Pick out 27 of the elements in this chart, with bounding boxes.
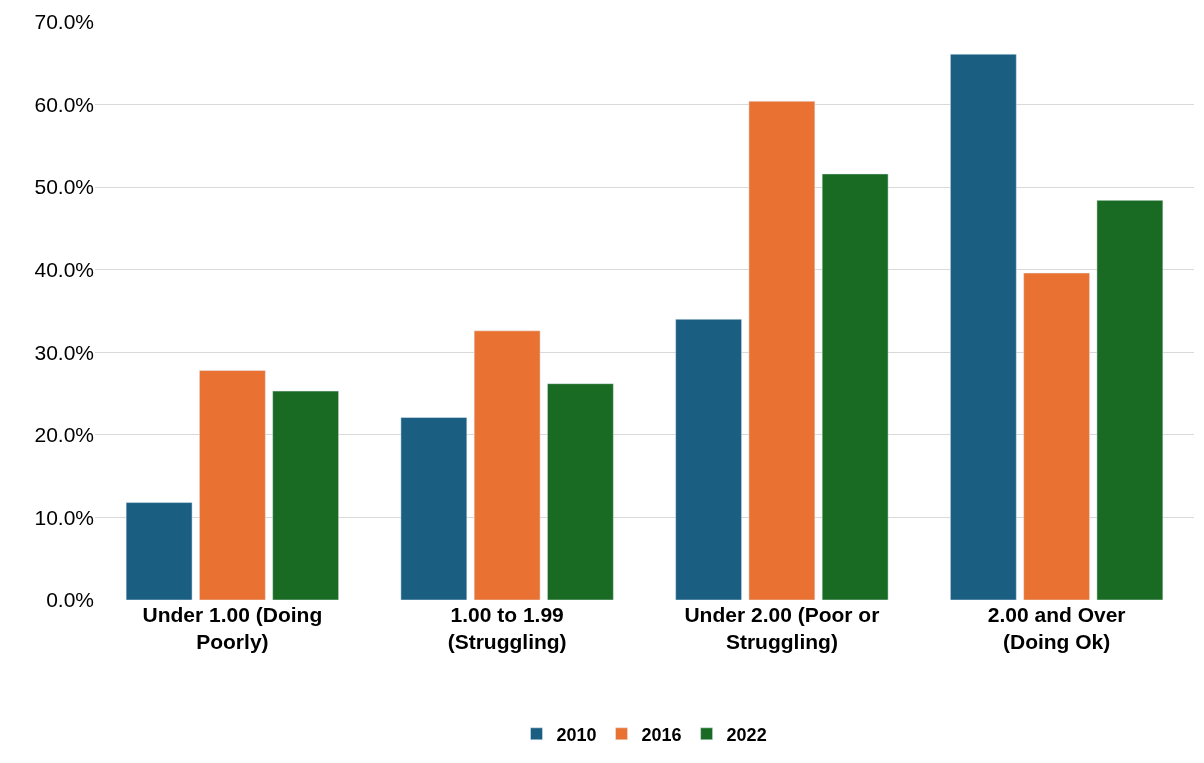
bar — [1096, 200, 1164, 600]
bar — [547, 383, 614, 600]
y-tick-label: 70.0% — [34, 10, 94, 34]
legend-label: 2016 — [641, 724, 682, 745]
y-tick-label: 30.0% — [34, 340, 94, 364]
bar — [821, 173, 889, 600]
y-tick-label: 40.0% — [34, 258, 94, 282]
y-tick-label: 0.0% — [46, 588, 94, 612]
y-tick-label: 60.0% — [34, 92, 94, 116]
x-tick-label: 2.00 and Over (Doing Ok) — [987, 603, 1126, 654]
bar — [675, 319, 742, 600]
bar — [400, 417, 468, 600]
bar — [748, 101, 816, 600]
bar — [950, 53, 1017, 600]
bar — [473, 330, 541, 600]
legend-label: 2010 — [556, 724, 597, 745]
bar — [125, 502, 193, 600]
bar — [1023, 272, 1090, 600]
x-tick-label: Under 1.00 (Doing Poorly) — [142, 603, 323, 654]
y-tick-label: 10.0% — [34, 505, 94, 529]
bar — [199, 370, 266, 600]
y-tick-label: 20.0% — [34, 423, 94, 447]
legend-label: 2022 — [726, 724, 767, 745]
bar — [272, 390, 339, 600]
y-tick-label: 50.0% — [34, 175, 94, 199]
x-tick-label: Under 2.00 (Poor or Struggling) — [684, 603, 880, 654]
x-tick-label: 1.00 to 1.99 (Struggling) — [447, 603, 567, 654]
